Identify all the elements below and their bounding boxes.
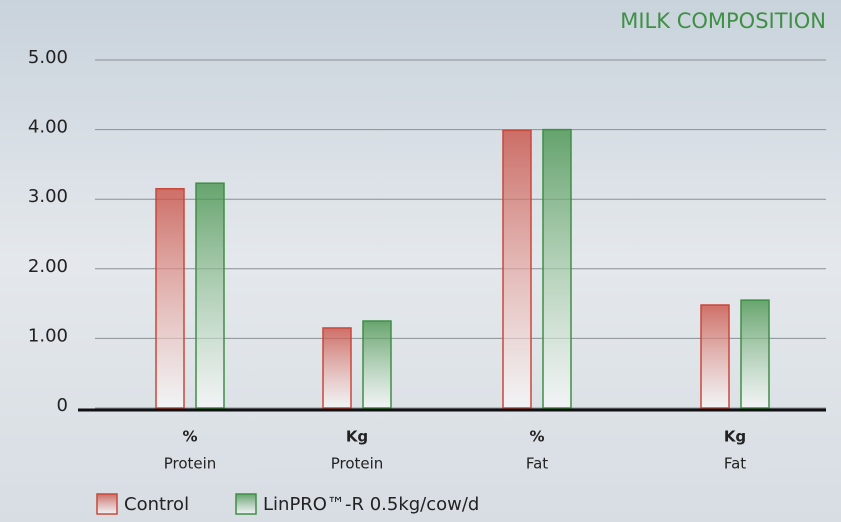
- x-tick-label: Protein: [331, 455, 384, 473]
- legend-swatch: [96, 493, 118, 515]
- bar: [362, 320, 392, 409]
- chart-title: MILK COMPOSITION: [620, 9, 826, 33]
- bar: [502, 129, 532, 409]
- x-tick-label: Fat: [724, 455, 746, 473]
- y-tick-label: 0: [57, 395, 68, 416]
- legend-label: LinPRO™-R 0.5kg/cow/d: [263, 494, 479, 515]
- y-tick-label: 4.00: [28, 117, 68, 138]
- bar: [700, 304, 730, 409]
- x-tick-label: Protein: [164, 455, 217, 473]
- y-tick-label: 2.00: [28, 256, 68, 277]
- legend-label: Control: [124, 494, 189, 515]
- bar: [740, 299, 770, 409]
- bar: [155, 188, 185, 409]
- y-tick-label: 1.00: [28, 325, 68, 346]
- x-tick-label: Fat: [526, 455, 548, 473]
- legend-swatch: [235, 493, 257, 515]
- x-tick-label: %: [529, 428, 544, 446]
- x-tick-label: %: [182, 428, 197, 446]
- bar: [542, 128, 572, 409]
- y-tick-label: 5.00: [28, 47, 68, 68]
- x-tick-label: Kg: [346, 428, 368, 446]
- x-tick-label: Kg: [724, 428, 746, 446]
- bar: [195, 182, 225, 409]
- bar: [322, 327, 352, 409]
- y-tick-label: 3.00: [28, 186, 68, 207]
